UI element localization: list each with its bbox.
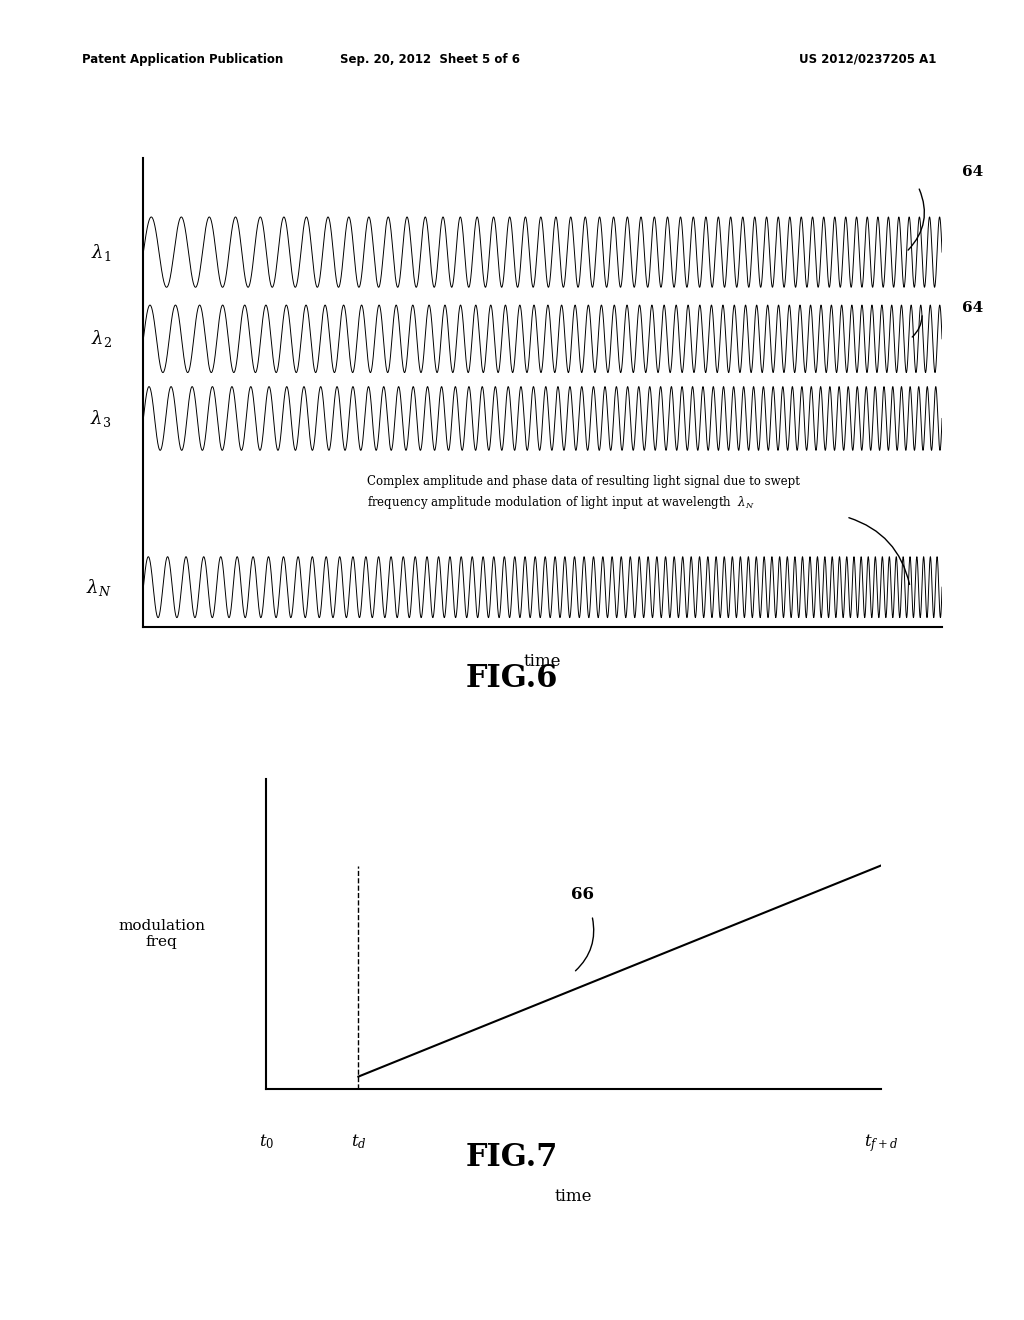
Text: $\lambda_N$: $\lambda_N$ bbox=[86, 577, 112, 598]
Text: Complex amplitude and phase data of resulting light signal due to swept
frequenc: Complex amplitude and phase data of resu… bbox=[367, 475, 800, 511]
Text: $t_d$: $t_d$ bbox=[350, 1133, 367, 1151]
Text: $t_{f+d}$: $t_{f+d}$ bbox=[863, 1133, 898, 1154]
Text: Sep. 20, 2012  Sheet 5 of 6: Sep. 20, 2012 Sheet 5 of 6 bbox=[340, 53, 520, 66]
Text: 64: 64 bbox=[963, 301, 983, 315]
Text: $\lambda_1$: $\lambda_1$ bbox=[91, 242, 112, 263]
Text: $t_0$: $t_0$ bbox=[259, 1133, 273, 1151]
Text: FIG.6: FIG.6 bbox=[466, 663, 558, 693]
Text: modulation
freq: modulation freq bbox=[119, 919, 205, 949]
Text: US 2012/0237205 A1: US 2012/0237205 A1 bbox=[799, 53, 936, 66]
Text: time: time bbox=[555, 1188, 592, 1205]
Text: $\lambda_3$: $\lambda_3$ bbox=[90, 408, 112, 429]
Text: $\lambda_2$: $\lambda_2$ bbox=[90, 329, 112, 350]
Text: FIG.7: FIG.7 bbox=[466, 1142, 558, 1172]
Text: Patent Application Publication: Patent Application Publication bbox=[82, 53, 284, 66]
Text: 66: 66 bbox=[571, 886, 594, 903]
Text: time: time bbox=[524, 653, 561, 669]
Text: 64: 64 bbox=[963, 165, 983, 180]
